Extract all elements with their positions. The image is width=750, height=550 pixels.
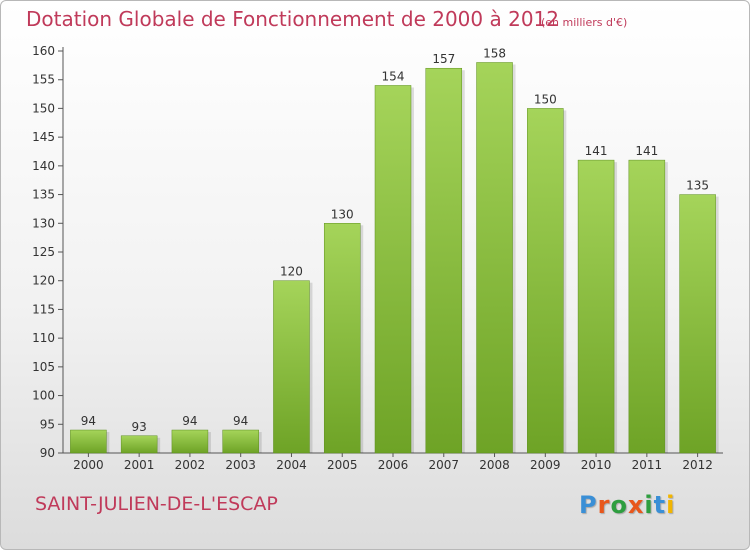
- chart-axes: 90 95 100 105 110 115 120 125 130 135 140 145 150 155…: [32, 44, 723, 472]
- proxiti-logo[interactable]: Proxiti: [579, 491, 675, 519]
- x-tick-label: 2000: [73, 458, 104, 472]
- data-label: 94: [233, 414, 248, 428]
- bar-2007: [425, 67, 463, 454]
- bar-2010: [577, 159, 615, 454]
- y-tick-label: 130: [32, 216, 55, 230]
- y-tick-label: 160: [32, 44, 55, 58]
- data-label: 93: [132, 420, 147, 434]
- data-label: 94: [81, 414, 96, 428]
- y-tick-label: 110: [32, 331, 55, 345]
- y-tick-label: 150: [32, 101, 55, 115]
- bar-2012: [679, 194, 716, 454]
- data-label: 130: [331, 207, 354, 221]
- bar-2005: [323, 223, 361, 454]
- bar-2008: [476, 62, 513, 454]
- logo-letter: r: [597, 491, 611, 519]
- data-label: 141: [585, 144, 608, 158]
- y-tick-label: 95: [40, 417, 55, 431]
- data-label: 120: [280, 265, 303, 279]
- bar-2009: [527, 108, 564, 454]
- y-tick-label: 125: [32, 245, 55, 259]
- bar-2011: [628, 159, 666, 454]
- bar-2004: [273, 280, 310, 454]
- data-label: 94: [182, 414, 197, 428]
- x-tick-label: 2011: [632, 458, 663, 472]
- data-label: 158: [483, 46, 506, 60]
- bar-2002: [171, 429, 209, 454]
- y-tick-label: 145: [32, 130, 55, 144]
- x-tick-label: 2012: [682, 458, 713, 472]
- y-tick-label: 155: [32, 73, 55, 87]
- logo-letter: i: [644, 491, 654, 519]
- data-label: 157: [432, 52, 455, 66]
- chart-bars: 94 93 94 94 120 130 154 157 158 150 141 141 135: [70, 46, 719, 454]
- bar-2003: [222, 429, 259, 454]
- x-tick-label: 2001: [124, 458, 155, 472]
- data-label: 154: [382, 69, 405, 83]
- chart-unit: (en milliers d'€): [541, 16, 628, 29]
- commune-name: SAINT-JULIEN-DE-L'ESCAP: [35, 493, 278, 515]
- x-tick-label: 2005: [327, 458, 358, 472]
- data-label: 135: [686, 179, 709, 193]
- logo-letter: x: [627, 491, 645, 519]
- x-tick-label: 2004: [276, 458, 307, 472]
- y-tick-label: 105: [32, 360, 55, 374]
- y-tick-label: 115: [32, 302, 55, 316]
- bar-2001: [120, 435, 158, 454]
- x-tick-label: 2002: [175, 458, 206, 472]
- logo-letter: P: [579, 491, 598, 519]
- x-tick-label: 2003: [225, 458, 256, 472]
- logo-letter: i: [666, 491, 676, 519]
- logo-letter: t: [653, 491, 667, 519]
- data-label: 150: [534, 92, 557, 106]
- y-tick-label: 100: [32, 389, 55, 403]
- y-tick-label: 90: [40, 446, 55, 460]
- y-tick-label: 140: [32, 159, 55, 173]
- logo-letter: o: [610, 491, 628, 519]
- chart-title: Dotation Globale de Fonctionnement de 20…: [26, 7, 559, 31]
- y-tick-label: 135: [32, 188, 55, 202]
- x-tick-label: 2008: [479, 458, 510, 472]
- x-tick-label: 2009: [530, 458, 561, 472]
- data-label: 141: [635, 144, 658, 158]
- bar-2000: [70, 429, 107, 454]
- x-tick-label: 2010: [581, 458, 612, 472]
- x-tick-label: 2006: [378, 458, 409, 472]
- bar-2006: [374, 85, 412, 454]
- x-tick-label: 2007: [428, 458, 459, 472]
- y-tick-label: 120: [32, 274, 55, 288]
